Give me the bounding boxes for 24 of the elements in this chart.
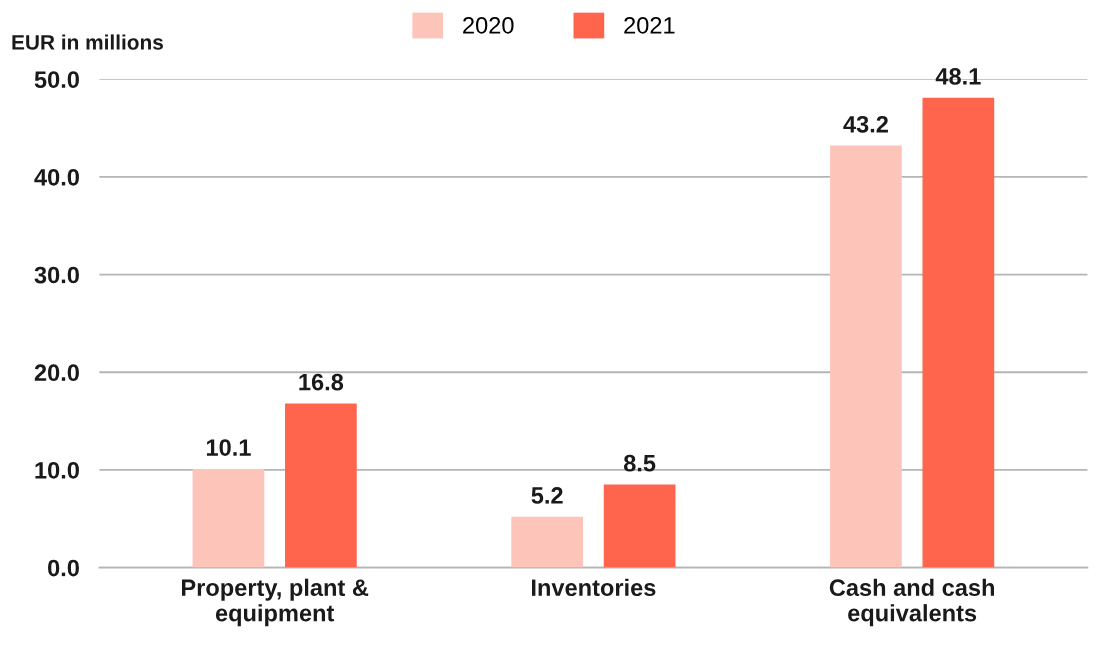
data-label: 16.8	[299, 373, 344, 391]
y-tick-label: 10.0	[35, 461, 79, 479]
bar	[922, 97, 995, 568]
x-tick-label: Cash and cash equivalents	[829, 578, 995, 627]
bar	[192, 468, 265, 568]
y-tick-label: 30.0	[34, 266, 79, 284]
bar	[830, 145, 902, 568]
data-label: 43.2	[843, 115, 888, 133]
y-tick-label: 20.0	[34, 364, 79, 382]
bar	[511, 516, 584, 568]
bar	[603, 484, 676, 568]
x-tick-label: Inventories	[532, 578, 656, 597]
data-label: 5.2	[531, 487, 563, 504]
data-label: 10.1	[206, 439, 251, 456]
bar	[285, 403, 357, 568]
y-axis-title: EUR in millions	[12, 34, 163, 50]
data-label: 48.1	[935, 68, 981, 85]
y-tick-label: 40.0	[34, 168, 79, 186]
y-tick-label: 50.0	[34, 71, 79, 88]
y-tick-label: 0.0	[48, 559, 79, 577]
data-label: 8.5	[623, 454, 656, 472]
x-tick-label: Property, plant & equipment	[182, 578, 369, 627]
legend-label: 2020	[463, 16, 514, 34]
legend-label: 2021	[624, 16, 675, 34]
